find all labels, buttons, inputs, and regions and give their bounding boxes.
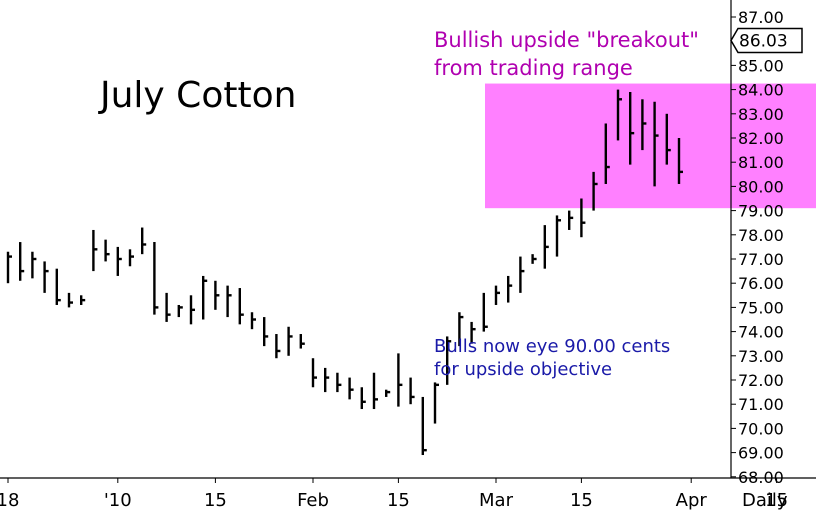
price-bar [653,101,659,187]
price-bar [433,382,439,424]
price-bar [55,268,61,305]
x-tick-label: Mar [479,490,514,511]
y-tick-label: 78.00 [738,226,784,245]
price-bar [287,326,293,356]
y-tick-label: 88.00 [738,0,784,3]
price-bar [275,334,281,359]
trading-range-box [485,83,816,209]
y-tick-label: 83.00 [738,105,784,124]
price-bar [67,292,73,308]
price-bar [128,249,134,267]
frequency-label: Daily [742,490,788,511]
price-bar [604,123,610,184]
price-bar [189,295,195,325]
price-bar [397,353,403,407]
price-bar [238,288,244,325]
x-tick-label: 18 [0,490,19,511]
price-bar [385,389,391,397]
price-bar [360,387,366,410]
breakout-annotation-line-2: from trading range [434,56,633,80]
y-tick-label: 69.00 [738,444,784,463]
price-bar [311,358,317,388]
price-bar [507,275,513,303]
price-bar [580,198,586,238]
price-bar [677,138,683,184]
price-bar [43,261,49,293]
x-tick-label: Apr [676,490,708,511]
price-bar [641,99,647,151]
price-bar [555,215,561,257]
y-tick-label: 87.00 [738,8,784,27]
price-bar [226,285,232,318]
price-bar [153,242,159,315]
last-price-tag-box [730,27,803,54]
price-bar [409,377,415,405]
price-bar [299,334,305,349]
y-tick-label: 70.00 [738,419,784,438]
last-price-value: 86.03 [739,31,788,51]
price-bar [531,254,537,264]
x-tick-label: 15 [387,490,410,511]
x-tick-label: 15 [570,490,593,511]
price-bar [6,251,12,284]
price-bar [214,280,220,310]
price-bar [201,275,208,320]
price-bar [348,377,354,400]
price-bar [568,210,574,230]
price-bar [421,396,427,456]
chart-title: July Cotton [98,75,296,116]
price-bar [104,239,110,262]
price-bar [458,312,464,347]
objective-annotation-line-2: for upside objective [434,359,612,380]
price-bar [629,92,635,165]
price-bar [140,227,147,255]
x-tick-label: 15 [765,490,788,511]
price-bar [446,336,452,385]
y-tick-label: 72.00 [738,371,784,390]
y-tick-label: 85.00 [738,56,784,75]
price-bar [79,295,86,305]
price-bar [250,312,256,330]
price-bar [263,317,269,347]
price-bar [482,292,488,332]
x-tick-label: Feb [297,490,329,511]
price-bar [324,367,330,393]
y-tick-label: 71.00 [738,395,784,414]
y-tick-label: 81.00 [738,153,784,172]
price-bar [92,229,98,272]
y-tick-label: 73.00 [738,347,784,366]
price-bar [543,225,549,269]
y-tick-label: 74.00 [738,323,784,342]
price-bar [519,256,525,293]
y-tick-label: 77.00 [738,250,784,269]
y-tick-label: 68.00 [738,468,784,487]
price-bar [31,251,37,279]
x-tick-label: '10 [104,490,132,511]
price-bar [116,246,122,276]
price-bar [494,285,500,305]
price-bar [470,321,476,344]
y-tick-label: 76.00 [738,274,784,293]
price-bar [592,171,598,211]
y-tick-label: 75.00 [738,298,784,317]
price-bar [336,372,342,393]
objective-annotation-line-1: Bulls now eye 90.00 cents [434,336,670,357]
last-price-tag: 86.03 [730,27,803,54]
y-tick-label: 82.00 [738,129,784,148]
y-tick-label: 80.00 [738,177,784,196]
price-bar [616,89,622,141]
price-bar [19,242,25,281]
y-tick-label: 79.00 [738,202,784,221]
y-tick-label: 84.00 [738,81,784,100]
price-bar [165,292,171,322]
price-bar [177,304,183,318]
price-bar [372,372,378,410]
price-bar [665,113,671,165]
x-tick-label: 15 [204,490,227,511]
breakout-annotation-line-1: Bullish upside "breakout" [434,28,699,52]
